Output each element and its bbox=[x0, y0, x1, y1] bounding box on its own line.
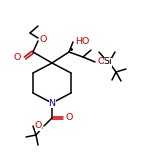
Text: O: O bbox=[97, 57, 104, 67]
Text: N: N bbox=[48, 98, 55, 107]
Text: O: O bbox=[14, 54, 21, 62]
Text: HO: HO bbox=[75, 36, 89, 45]
Text: O: O bbox=[40, 36, 47, 45]
Text: O: O bbox=[35, 121, 42, 131]
Text: O: O bbox=[66, 114, 73, 123]
Text: Si: Si bbox=[104, 57, 112, 67]
